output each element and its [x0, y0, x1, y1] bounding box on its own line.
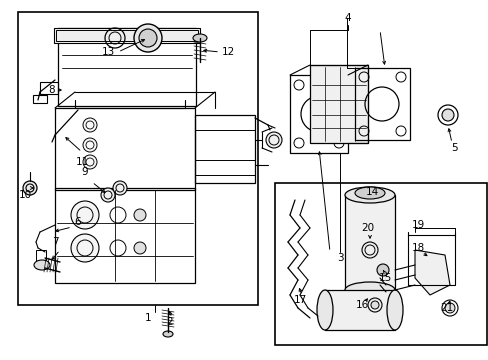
Bar — [36, 250, 46, 268]
Text: 11: 11 — [75, 157, 88, 167]
Ellipse shape — [345, 187, 394, 203]
Text: 6: 6 — [75, 217, 81, 227]
Circle shape — [71, 201, 99, 229]
Bar — [325, 290, 394, 330]
Text: 5: 5 — [451, 143, 457, 153]
Bar — [33, 95, 47, 103]
Text: 19: 19 — [410, 220, 424, 230]
Bar — [289, 75, 347, 153]
Bar — [195, 115, 254, 183]
Circle shape — [444, 303, 454, 313]
Ellipse shape — [163, 331, 173, 337]
Bar — [58, 28, 196, 106]
Bar — [274, 183, 486, 345]
Ellipse shape — [34, 260, 50, 270]
Bar — [407, 235, 454, 285]
Text: 12: 12 — [221, 47, 234, 57]
Bar — [354, 68, 409, 140]
Text: 3: 3 — [336, 253, 343, 263]
Text: 2: 2 — [166, 317, 173, 327]
Text: 8: 8 — [49, 85, 55, 95]
Circle shape — [23, 181, 37, 195]
Ellipse shape — [193, 34, 206, 42]
Bar — [40, 82, 58, 94]
Circle shape — [265, 132, 282, 148]
Circle shape — [83, 118, 97, 132]
Circle shape — [134, 24, 162, 52]
Text: 10: 10 — [19, 190, 32, 200]
Text: 14: 14 — [365, 187, 378, 197]
Circle shape — [376, 264, 388, 276]
Bar — [54, 28, 200, 43]
Circle shape — [134, 242, 146, 254]
Text: 21: 21 — [440, 303, 453, 313]
Circle shape — [71, 234, 99, 262]
Text: 1: 1 — [144, 313, 151, 323]
Bar — [309, 65, 367, 143]
Ellipse shape — [386, 290, 402, 330]
Text: 17: 17 — [293, 295, 306, 305]
Bar — [18, 12, 258, 305]
Circle shape — [83, 155, 97, 169]
Text: 7: 7 — [52, 237, 58, 247]
Text: 18: 18 — [410, 243, 424, 253]
Text: 4: 4 — [344, 13, 350, 23]
Circle shape — [83, 138, 97, 152]
Ellipse shape — [354, 187, 384, 199]
Circle shape — [139, 29, 157, 47]
Circle shape — [134, 209, 146, 221]
Circle shape — [370, 301, 378, 309]
Text: 20: 20 — [361, 223, 374, 233]
Text: 16: 16 — [355, 300, 368, 310]
Polygon shape — [414, 250, 449, 295]
Text: 9: 9 — [81, 167, 88, 177]
Bar — [55, 108, 195, 190]
Bar — [55, 188, 195, 283]
Text: 13: 13 — [101, 47, 114, 57]
Ellipse shape — [345, 282, 394, 298]
Circle shape — [361, 242, 377, 258]
Bar — [407, 232, 454, 236]
Circle shape — [441, 109, 453, 121]
Bar — [345, 195, 394, 290]
Circle shape — [101, 188, 115, 202]
Circle shape — [113, 181, 127, 195]
Ellipse shape — [316, 290, 332, 330]
Bar — [56, 30, 198, 41]
Text: 15: 15 — [378, 273, 391, 283]
